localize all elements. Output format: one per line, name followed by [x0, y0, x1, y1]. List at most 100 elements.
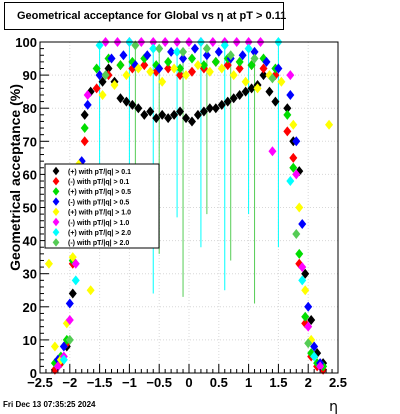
data-point [83, 89, 92, 100]
data-point [173, 46, 182, 57]
y-tick-label: 70 [23, 134, 37, 149]
data-point [176, 106, 185, 117]
data-point [301, 311, 310, 322]
data-point [107, 53, 116, 64]
data-point [101, 70, 110, 81]
data-point [274, 63, 283, 74]
data-point [158, 76, 167, 87]
data-point [59, 354, 68, 365]
data-point [229, 70, 238, 81]
data-point [211, 103, 220, 114]
data-point [164, 63, 173, 74]
data-point [95, 70, 104, 81]
data-point [250, 53, 259, 64]
data-point [170, 63, 179, 74]
data-point [104, 63, 113, 74]
data-point [155, 43, 164, 54]
data-point [217, 63, 226, 74]
data-point [223, 60, 232, 71]
data-point [68, 252, 77, 263]
x-tick-label: −1 [122, 375, 137, 390]
data-point [140, 109, 149, 120]
legend-marker [52, 177, 60, 186]
data-point [211, 56, 220, 67]
data-point [250, 46, 259, 57]
data-point [83, 99, 92, 110]
data-point [268, 73, 277, 84]
data-point [271, 96, 280, 107]
x-tick-label: 0.5 [210, 375, 228, 390]
data-point [301, 285, 310, 296]
data-point [146, 66, 155, 77]
data-point [116, 60, 125, 71]
legend-marker [52, 207, 60, 216]
x-tick-label: −0.5 [146, 375, 172, 390]
data-point [268, 146, 277, 157]
data-point [116, 93, 125, 104]
data-point [71, 275, 80, 286]
data-point [143, 50, 152, 61]
data-point [122, 96, 131, 107]
data-point [295, 248, 304, 259]
data-point [304, 321, 313, 332]
legend: (+) with pT/|q| > 0.1 (-) with pT/|q| > 0… [44, 163, 160, 249]
data-point [193, 109, 202, 120]
data-point [134, 103, 143, 114]
data-point [179, 46, 188, 57]
data-point [182, 113, 191, 124]
data-point [53, 361, 62, 372]
data-point [199, 60, 208, 71]
data-point [98, 76, 107, 87]
data-point [283, 103, 292, 114]
data-point [176, 70, 185, 81]
y-tick-label: 40 [23, 234, 37, 249]
data-point [205, 103, 214, 114]
data-point [80, 123, 89, 134]
y-tick-label: 50 [23, 201, 37, 216]
legend-label: (+) with pT/|q| > 2.0 [68, 230, 131, 237]
data-point [164, 113, 173, 124]
data-point [235, 63, 244, 74]
data-point [310, 351, 319, 362]
data-point [217, 99, 226, 110]
data-point [325, 119, 334, 130]
data-point [307, 315, 316, 326]
data-point [65, 298, 74, 309]
data-point [292, 228, 301, 239]
legend-label: (-) with pT/|q| > 1.0 [68, 220, 129, 227]
data-point [59, 341, 68, 352]
chart-title: Geometrical acceptance for Global vs η a… [4, 2, 286, 30]
data-point [310, 341, 319, 352]
data-point [259, 63, 268, 74]
legend-marker [52, 197, 60, 206]
legend-marker [52, 238, 60, 247]
data-point [286, 70, 295, 81]
data-point [170, 109, 179, 120]
data-point [238, 50, 247, 61]
data-point [235, 56, 244, 67]
x-tick-label: −1.5 [87, 375, 113, 390]
legend-label: (-) with pT/|q| > 0.1 [68, 179, 129, 186]
legend-marker [52, 217, 60, 227]
x-axis-ticks: −2.5 −2 −1.5 −1 −0.5 0 0.5 1 1.5 2 2.5 [27, 364, 347, 390]
data-point [298, 262, 307, 273]
x-tick-label: 1 [245, 375, 252, 390]
data-point [202, 43, 211, 54]
data-point [244, 43, 253, 54]
data-point [98, 89, 107, 100]
y-tick-label: 80 [23, 101, 37, 116]
data-point [128, 99, 137, 110]
data-point [292, 169, 301, 180]
data-point [146, 106, 155, 117]
data-point [289, 162, 298, 173]
data-point [149, 43, 158, 54]
data-point [122, 70, 131, 81]
data-point [131, 40, 140, 51]
y-tick-label: 20 [23, 300, 37, 315]
data-point [182, 70, 191, 81]
data-point [292, 136, 301, 147]
data-points [44, 37, 334, 375]
data-point [193, 60, 202, 71]
data-point [304, 338, 313, 349]
